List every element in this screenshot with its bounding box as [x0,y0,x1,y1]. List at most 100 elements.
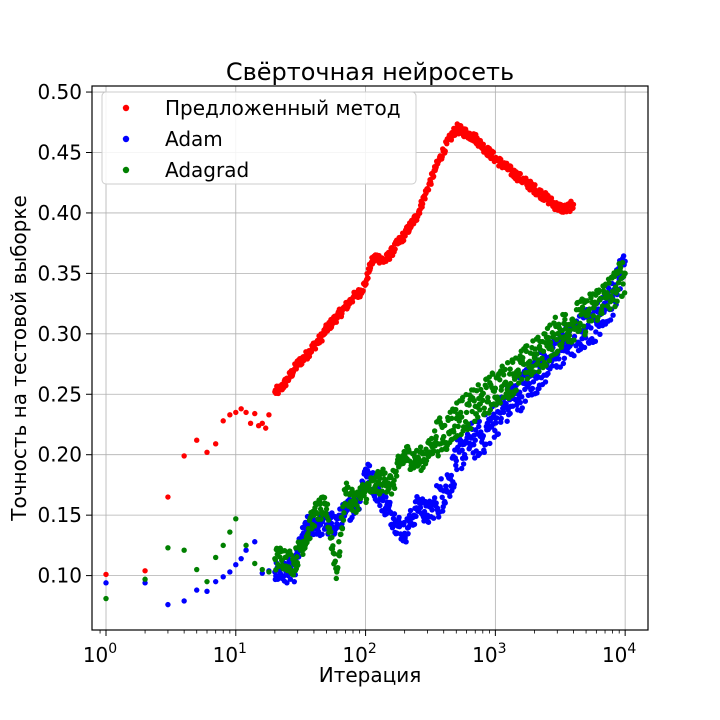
data-point [338,531,344,537]
data-point [523,348,530,354]
data-point [281,547,288,554]
data-point [519,376,525,382]
data-point [259,566,265,573]
y-axis-title: Точность на тестовой выборке [7,195,31,522]
data-point [571,353,577,359]
data-point [392,246,398,252]
data-points [103,121,628,608]
data-point [549,363,556,369]
data-point [423,457,430,464]
data-point [328,529,334,535]
data-point [566,332,573,339]
data-point [194,566,200,573]
x-tick-label: 104 [602,641,636,667]
data-point [497,377,503,383]
data-point [287,576,294,582]
data-point [407,507,414,514]
data-point [552,314,559,321]
legend-marker [122,104,130,112]
data-point [517,399,523,406]
data-point [194,437,200,443]
data-point [425,187,432,193]
data-point [513,387,519,393]
data-point [545,370,551,377]
x-axis-title: Итерация [319,663,422,687]
data-point [460,461,467,467]
data-point [325,517,332,523]
data-point [403,539,409,545]
data-point [252,560,258,567]
data-point [165,601,171,608]
y-tick-label: 0.35 [37,261,82,285]
data-point [387,499,393,506]
data-point [388,491,395,497]
data-point [379,488,385,494]
data-point [561,355,568,361]
data-point [319,531,325,538]
data-point [360,288,366,294]
data-point [181,547,187,553]
data-point [288,552,294,558]
data-point [517,171,523,177]
data-point [243,409,249,416]
data-point [181,453,187,459]
data-point [363,281,369,287]
data-point [439,494,445,500]
data-point [498,415,504,422]
data-point [562,311,569,318]
data-point [487,440,493,447]
data-point [500,372,507,378]
data-point [567,327,573,333]
data-point [467,425,474,432]
data-point [516,380,522,386]
data-point [507,366,513,372]
data-point [453,462,459,469]
data-point [530,379,537,385]
data-point [332,558,339,564]
data-point [290,572,297,578]
data-point [500,409,507,416]
data-point [522,398,529,404]
series-3 [103,259,628,602]
data-point [204,578,210,585]
data-point [238,406,244,412]
data-point [519,394,525,400]
data-point [454,466,460,473]
data-point [422,196,428,202]
data-point [401,519,407,526]
data-point [396,514,402,521]
data-point [615,287,621,293]
data-point [554,336,560,343]
data-point [142,576,148,582]
data-point [512,355,519,361]
data-point [275,390,281,397]
data-point [413,513,419,520]
data-point [504,418,510,424]
data-point [493,402,499,408]
data-point [588,318,595,324]
data-point [431,428,438,434]
data-point [463,409,470,416]
data-point [142,568,148,574]
data-point [483,384,490,391]
data-point [266,412,272,418]
data-point [527,358,533,365]
data-point [480,390,486,397]
data-point [590,313,597,319]
data-point [549,346,555,353]
data-point [543,362,549,369]
data-point [465,421,471,427]
data-point [165,494,171,500]
legend-label: Adam [165,127,223,151]
data-point [383,511,390,517]
data-point [607,306,613,312]
legend-marker [122,166,130,174]
data-point [547,339,554,346]
data-point [314,510,321,517]
legend-label: Предложенный метод [165,96,401,120]
data-point [103,571,109,578]
data-point [478,386,484,393]
data-point [498,156,504,163]
y-tick-label: 0.30 [37,322,82,346]
data-point [365,275,371,281]
